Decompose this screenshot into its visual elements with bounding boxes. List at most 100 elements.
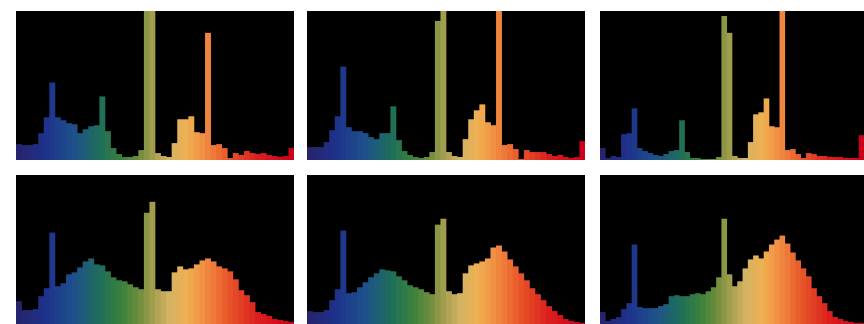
bar	[774, 239, 780, 324]
bar	[832, 317, 838, 324]
bar	[127, 284, 134, 324]
bar	[737, 281, 743, 324]
chart-panel-4	[16, 175, 294, 324]
bar	[60, 120, 67, 160]
bar	[323, 310, 330, 324]
bar	[110, 148, 117, 160]
bar	[484, 258, 491, 324]
bar	[407, 155, 413, 160]
bar	[38, 133, 45, 160]
bar	[768, 244, 775, 324]
bar	[340, 230, 347, 324]
bar	[821, 156, 828, 160]
bar	[663, 154, 669, 160]
bar	[27, 310, 34, 324]
bar	[501, 145, 508, 160]
bar	[429, 152, 436, 160]
bar	[340, 66, 347, 160]
bar	[171, 143, 178, 160]
chart-svg-2	[307, 11, 585, 160]
bar	[384, 270, 391, 324]
bar	[166, 291, 173, 324]
bar	[540, 300, 547, 324]
bar	[758, 258, 765, 324]
bar	[205, 258, 211, 324]
bar	[160, 291, 167, 324]
bar	[710, 287, 717, 324]
bar	[155, 289, 161, 324]
bar	[132, 287, 139, 324]
bar	[573, 322, 580, 324]
bar	[127, 157, 134, 160]
bar	[600, 312, 606, 324]
bar	[546, 306, 552, 324]
bar	[149, 11, 156, 160]
bar	[473, 263, 480, 324]
bar	[216, 266, 223, 324]
bar	[679, 120, 685, 160]
bar	[434, 224, 441, 324]
bar	[605, 158, 611, 160]
bar	[816, 156, 823, 160]
bar	[143, 212, 150, 324]
bar	[171, 272, 178, 324]
bar	[177, 266, 184, 324]
bar	[742, 268, 749, 324]
bar	[401, 151, 408, 160]
bar	[318, 312, 325, 324]
bar	[71, 272, 78, 324]
bar	[160, 156, 167, 160]
bar	[232, 279, 239, 324]
bar	[446, 152, 452, 160]
bar	[496, 245, 502, 324]
bar	[784, 150, 791, 160]
bar	[188, 116, 195, 160]
bar	[227, 158, 234, 160]
bar	[684, 152, 691, 160]
bar	[249, 153, 256, 160]
bar	[695, 158, 701, 160]
bar	[795, 154, 801, 160]
bar	[827, 157, 833, 160]
bar	[468, 119, 475, 160]
bar	[615, 157, 622, 160]
bar	[395, 276, 402, 324]
bar	[853, 158, 860, 160]
bar	[412, 157, 419, 160]
bar	[848, 322, 854, 324]
bar	[610, 319, 617, 324]
bar	[636, 307, 643, 324]
bar	[446, 291, 452, 324]
bar	[473, 110, 480, 160]
bar	[800, 158, 807, 160]
bar	[700, 159, 706, 160]
bar	[652, 155, 659, 160]
bar	[768, 126, 775, 160]
bar	[312, 312, 319, 324]
bar	[652, 308, 659, 324]
bar	[642, 308, 648, 324]
bar	[462, 139, 469, 160]
bar	[529, 152, 536, 160]
bar	[312, 147, 319, 160]
bar	[837, 157, 844, 160]
bar	[811, 288, 817, 324]
bar	[390, 106, 397, 160]
bar	[32, 144, 39, 160]
bar	[518, 273, 525, 324]
bar	[199, 260, 206, 324]
bar	[837, 319, 844, 324]
bar	[518, 159, 525, 160]
bar	[763, 251, 770, 324]
bar	[357, 131, 363, 160]
bar	[747, 259, 754, 324]
bar	[193, 132, 200, 160]
chart-svg-5	[307, 218, 585, 324]
bar	[716, 277, 722, 324]
bar	[679, 296, 685, 324]
bar	[182, 119, 189, 160]
bar	[529, 288, 536, 324]
bar	[573, 157, 580, 160]
chart-panel-3	[600, 11, 864, 160]
bar	[71, 124, 78, 160]
